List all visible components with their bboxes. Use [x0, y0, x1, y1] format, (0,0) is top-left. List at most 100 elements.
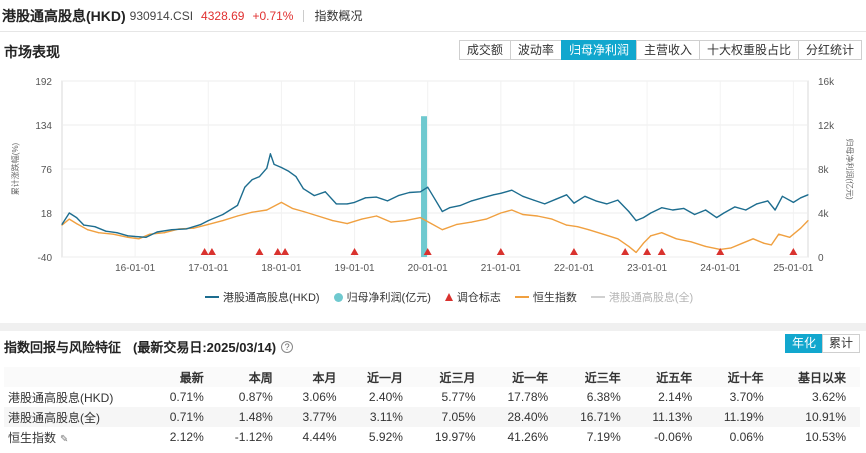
series-point [715, 216, 718, 219]
series-point [555, 198, 557, 200]
series-point [86, 229, 89, 231]
tab-1[interactable]: 波动率 [509, 40, 562, 60]
return-cell: 16.71% [562, 407, 635, 427]
index-overview-link[interactable]: 指数概况 [314, 9, 363, 23]
series-point [628, 210, 630, 213]
market-chart: 192 134 76 18 -40 16k 12k 8k 4k 0 16-01-01 17-01-01… [10, 77, 855, 274]
tab-4[interactable]: 十大权重股占比 [698, 40, 799, 60]
y-left-tick-label: 76 [41, 165, 53, 176]
rebalance-marker [200, 248, 209, 255]
pencil-icon[interactable]: ✎ [60, 433, 69, 445]
series-point [145, 236, 147, 238]
help-icon[interactable]: ? [281, 340, 294, 353]
series-point [522, 213, 524, 216]
legend-label: 港股通高股息(HKD) [223, 292, 320, 304]
series-point [434, 198, 436, 200]
series-point [723, 212, 725, 214]
return-cell: 2.14% [658, 390, 693, 404]
series-point [288, 170, 290, 172]
tab-0[interactable]: 成交额 [458, 40, 511, 60]
return-cell: 3.62% [811, 390, 846, 404]
series-point [112, 233, 114, 235]
series-point [295, 175, 297, 178]
net-profit-bar [421, 116, 428, 257]
series-point [800, 197, 802, 199]
series-point [353, 201, 356, 203]
series-point [741, 242, 743, 244]
table-row: 港股通高股息(全) 0.71% 1.48% 3.77% 3.11% 7.05% 28.40%… [4, 407, 860, 427]
chart-legend: 港股通高股息(HKD) 归母净利润(亿元) 调仓标志 恒生指数 港股通高股息(全) [205, 289, 707, 305]
series-point [280, 166, 283, 169]
series-point [781, 195, 784, 197]
y-right-tick-label: 8k [818, 165, 830, 176]
rebalance-marker [716, 248, 725, 255]
return-cell: 10.91% [777, 407, 860, 427]
column-header: 本月 [286, 367, 351, 387]
return-cell: 11.13% [634, 407, 707, 427]
series-point [163, 232, 165, 234]
toggle-1[interactable]: 累计 [821, 334, 860, 353]
series-point [419, 216, 421, 219]
series-point [222, 219, 224, 222]
series-point [222, 213, 224, 216]
series-point [587, 229, 590, 231]
tab-3[interactable]: 主营收入 [635, 40, 700, 60]
return-cell: 2.12% [169, 430, 204, 444]
return-cell: -1.12% [234, 430, 273, 444]
series-point [266, 209, 268, 211]
series-point [485, 218, 487, 220]
row-label: 恒生指数 [8, 430, 57, 445]
triangle-icon [444, 293, 453, 301]
series-point [171, 229, 173, 231]
legend-item-4[interactable]: 港股通高股息(全) [590, 289, 693, 305]
series-point [200, 223, 202, 225]
series-point [244, 186, 246, 188]
series-point [500, 212, 502, 214]
return-cell: 0.06% [729, 430, 764, 444]
series-point [642, 242, 645, 244]
series-point [617, 199, 619, 201]
tab-5[interactable]: 分红统计 [797, 40, 862, 60]
series-point [361, 218, 363, 220]
series-point [76, 223, 78, 225]
x-tick-label: 24-01-01 [700, 263, 740, 274]
series-point [767, 200, 769, 202]
series-point [459, 204, 462, 207]
legend-item-0[interactable]: 港股通高股息(HKD) [205, 289, 320, 305]
return-cell: 6.38% [586, 390, 621, 404]
series-point [745, 209, 747, 211]
return-cell: 10.53% [805, 430, 846, 444]
return-cell: 19.97% [434, 430, 476, 444]
series-point [511, 189, 513, 191]
legend-item-1[interactable]: 归母净利润(亿元) [333, 289, 431, 305]
series-point [138, 238, 140, 240]
series-point [127, 236, 129, 238]
return-cell: 3.70% [729, 390, 764, 404]
series-point [470, 200, 473, 202]
series-point [661, 232, 663, 234]
series-point [386, 200, 389, 202]
rebalance-marker [496, 248, 505, 255]
rebalance-marker [621, 248, 630, 255]
series-point [734, 206, 736, 208]
legend-item-3[interactable]: 恒生指数 [514, 289, 577, 305]
x-tick-label: 18-01-01 [261, 263, 301, 274]
series-point [236, 204, 239, 207]
series-point [61, 223, 63, 225]
series-point [705, 245, 707, 247]
series-point [441, 210, 443, 213]
series-point [763, 242, 765, 244]
series-point [683, 207, 685, 210]
legend-line-swatch [205, 296, 219, 298]
series-point [730, 247, 732, 249]
legend-line-swatch [514, 296, 529, 298]
returns-header: 指数回报与风险特征 (最新交易日:2025/03/14) ? [4, 337, 294, 356]
tab-2[interactable]: 归母净利润 [560, 40, 637, 60]
toggle-0[interactable]: 年化 [784, 334, 823, 353]
rebalance-marker [657, 248, 666, 255]
series-point [789, 236, 791, 238]
series-point [134, 235, 136, 238]
series-point [705, 209, 707, 211]
legend-item-2[interactable]: 调仓标志 [444, 289, 501, 305]
series-point [551, 218, 553, 220]
